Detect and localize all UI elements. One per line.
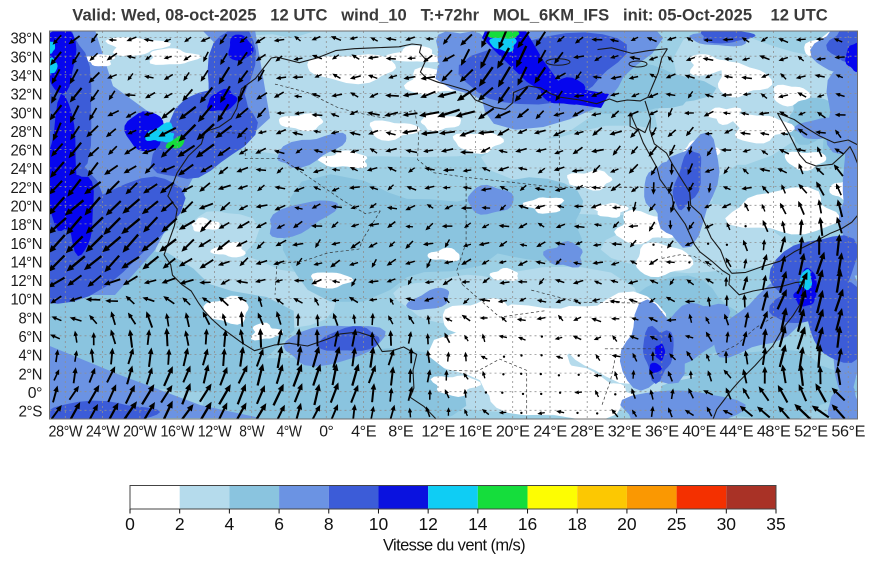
svg-text:16°W: 16°W: [160, 424, 194, 441]
svg-text:22°N: 22°N: [11, 180, 43, 197]
svg-text:8°N: 8°N: [19, 310, 43, 327]
svg-text:8: 8: [324, 514, 334, 534]
svg-text:6°N: 6°N: [19, 329, 43, 346]
svg-text:20: 20: [617, 514, 637, 534]
svg-text:24°N: 24°N: [11, 161, 43, 178]
svg-text:52°E: 52°E: [794, 424, 828, 441]
svg-text:6: 6: [274, 514, 284, 534]
svg-text:0°: 0°: [28, 385, 42, 402]
svg-text:28°W: 28°W: [49, 424, 83, 441]
svg-text:24°W: 24°W: [86, 424, 120, 441]
svg-text:25: 25: [667, 514, 686, 534]
svg-text:24°E: 24°E: [533, 424, 567, 441]
svg-text:18: 18: [567, 514, 586, 534]
svg-text:36°N: 36°N: [11, 49, 43, 66]
svg-text:16°N: 16°N: [11, 236, 43, 253]
svg-text:56°E: 56°E: [831, 424, 865, 441]
svg-text:12°N: 12°N: [11, 273, 43, 290]
svg-text:4°N: 4°N: [19, 348, 43, 365]
svg-text:10: 10: [369, 514, 389, 534]
svg-text:8°W: 8°W: [239, 424, 264, 441]
svg-text:10°N: 10°N: [11, 292, 43, 309]
svg-text:20°N: 20°N: [11, 199, 43, 216]
svg-text:0°: 0°: [319, 424, 333, 441]
svg-text:4°W: 4°W: [277, 424, 302, 441]
svg-text:40°E: 40°E: [682, 424, 716, 441]
svg-text:Valid: Wed, 08-oct-2025 12 U: Valid: Wed, 08-oct-2025 12 UTC wind_10 T…: [72, 6, 827, 25]
svg-text:44°E: 44°E: [720, 424, 754, 441]
svg-text:38°N: 38°N: [11, 31, 43, 48]
svg-text:36°E: 36°E: [645, 424, 679, 441]
svg-text:30: 30: [717, 514, 737, 534]
svg-text:28°E: 28°E: [570, 424, 604, 441]
svg-text:30°N: 30°N: [11, 105, 43, 122]
svg-text:8°E: 8°E: [388, 424, 413, 441]
svg-text:4: 4: [225, 514, 235, 534]
svg-text:26°N: 26°N: [11, 143, 43, 160]
svg-text:0: 0: [125, 514, 135, 534]
svg-text:14°N: 14°N: [11, 254, 43, 271]
svg-text:Vitesse du vent (m/s): Vitesse du vent (m/s): [383, 537, 525, 555]
svg-text:18°N: 18°N: [11, 217, 43, 234]
svg-text:12°E: 12°E: [421, 424, 455, 441]
svg-text:12°W: 12°W: [198, 424, 232, 441]
svg-text:32°E: 32°E: [608, 424, 642, 441]
svg-text:16: 16: [518, 514, 537, 534]
svg-text:16°E: 16°E: [459, 424, 493, 441]
svg-text:34°N: 34°N: [11, 68, 43, 85]
svg-text:2°S: 2°S: [19, 404, 43, 421]
svg-text:12: 12: [418, 514, 437, 534]
svg-text:32°N: 32°N: [11, 87, 43, 104]
svg-text:2°N: 2°N: [19, 366, 43, 383]
svg-text:14: 14: [468, 514, 488, 534]
svg-text:28°N: 28°N: [11, 124, 43, 141]
svg-text:20°W: 20°W: [123, 424, 157, 441]
svg-text:35: 35: [766, 514, 785, 534]
svg-text:20°E: 20°E: [496, 424, 530, 441]
svg-text:4°E: 4°E: [351, 424, 376, 441]
svg-text:2: 2: [175, 514, 185, 534]
svg-text:48°E: 48°E: [757, 424, 791, 441]
